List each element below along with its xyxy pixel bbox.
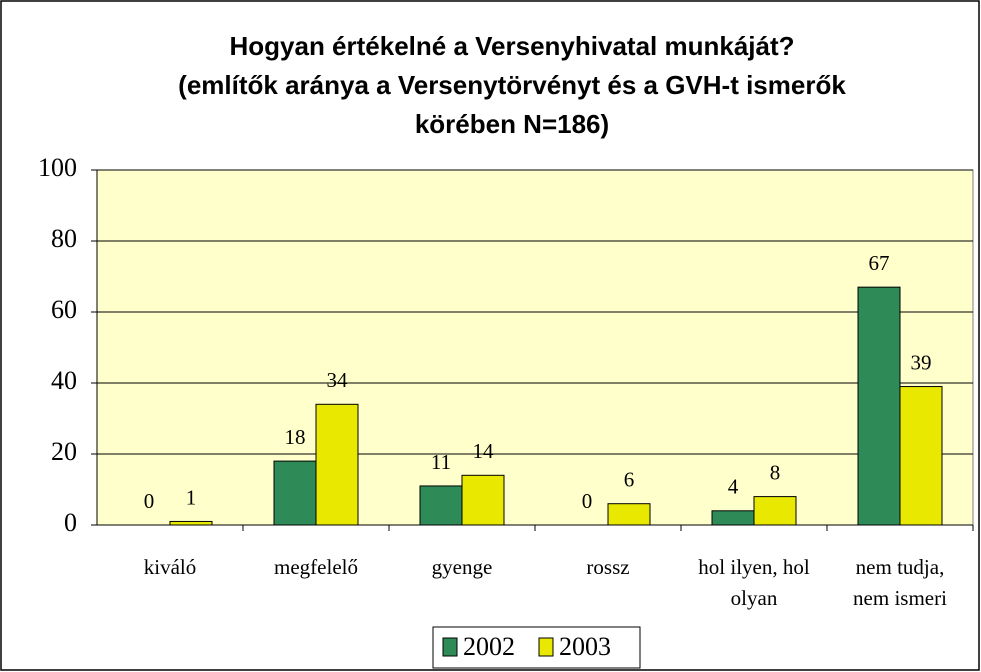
x-tick-label: gyenge	[431, 555, 493, 579]
x-tick-label: rossz	[586, 555, 630, 579]
value-label: 14	[473, 439, 495, 463]
bar	[461, 474, 505, 526]
value-label: 39	[911, 350, 932, 374]
bar	[419, 485, 463, 526]
legend-swatch	[538, 637, 554, 657]
value-label: 4	[728, 475, 739, 499]
legend-box	[432, 626, 641, 669]
chart-title: (említők aránya a Versenytörvényt és a G…	[178, 70, 846, 100]
x-tick-label: kiváló	[143, 555, 197, 579]
value-label: 8	[770, 460, 781, 484]
chart-title: Hogyan értékelné a Versenyhivatal munkáj…	[229, 31, 794, 61]
value-label: 11	[431, 450, 451, 474]
y-tick-label: 60	[51, 295, 77, 324]
bar	[273, 460, 317, 526]
chart-title: körében N=186)	[415, 109, 609, 139]
value-label: 0	[582, 489, 593, 513]
legend-label: 2002	[463, 632, 515, 661]
y-tick-label: 0	[64, 508, 77, 537]
plot-area	[96, 169, 974, 526]
x-tick-label: megfelelő	[274, 555, 358, 579]
x-tick-label: hol ilyen, hol olyan	[698, 555, 810, 610]
bar	[711, 510, 755, 526]
bar	[169, 520, 213, 526]
y-tick-label: 40	[51, 366, 77, 395]
bar	[899, 386, 943, 526]
value-label: 67	[869, 251, 890, 275]
bar	[857, 286, 901, 526]
value-label: 0	[144, 489, 155, 513]
value-label: 6	[624, 468, 635, 492]
bar	[753, 496, 797, 526]
bar	[315, 403, 359, 526]
x-tick-label: nem tudja, nem ismeri	[853, 555, 947, 610]
value-label: 18	[285, 425, 306, 449]
value-label: 1	[186, 485, 197, 509]
legend-swatch	[442, 637, 458, 657]
legend-label: 2003	[559, 632, 611, 661]
y-tick-label: 80	[51, 224, 77, 253]
bar	[607, 503, 651, 526]
y-tick-label: 20	[51, 437, 77, 466]
y-tick-label: 100	[38, 153, 77, 182]
value-label: 34	[327, 368, 349, 392]
